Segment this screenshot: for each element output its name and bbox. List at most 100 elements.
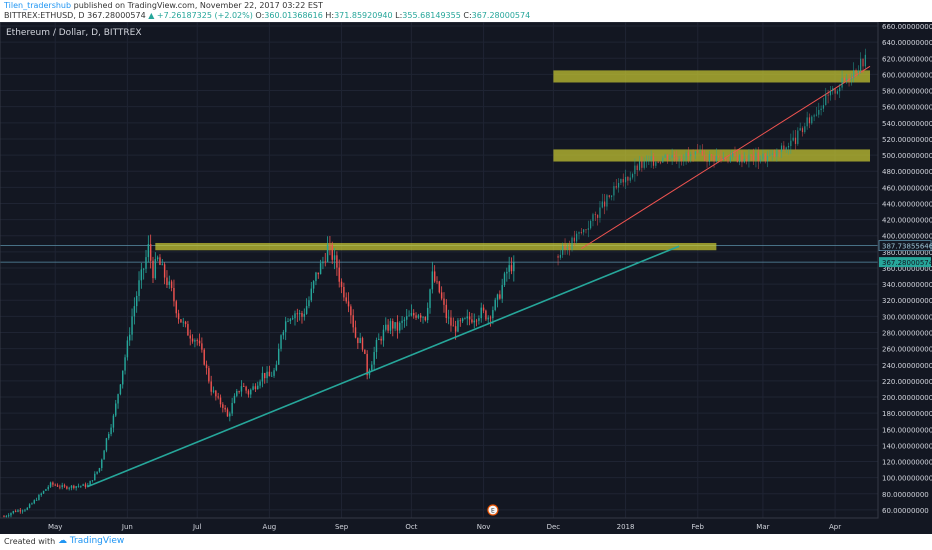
candle-body xyxy=(440,292,443,299)
candle-body xyxy=(291,318,294,320)
y-tick-label: 540.00000000 xyxy=(882,120,932,128)
projected-body xyxy=(694,151,697,155)
y-tick-label: 100.00000000 xyxy=(882,475,932,483)
candle-body xyxy=(385,324,387,330)
x-tick-label: May xyxy=(48,523,62,531)
candle-body xyxy=(489,317,492,319)
candle-body xyxy=(98,468,101,472)
candle-body xyxy=(485,310,487,320)
y-tick-label: 440.00000000 xyxy=(882,200,932,208)
y-tick-label: 460.00000000 xyxy=(882,184,932,192)
y-tick-label: 480.00000000 xyxy=(882,168,932,176)
projected-body xyxy=(741,154,743,163)
projected-body xyxy=(604,201,606,207)
chart-svg[interactable]: E 60.00000000 80.00000000 100.00000000 120.… xyxy=(0,21,932,534)
candle-body xyxy=(40,493,42,495)
candle-body xyxy=(124,357,126,371)
x-tick-label: Oct xyxy=(405,523,417,531)
candle-body xyxy=(10,513,12,516)
x-tick-label: Dec xyxy=(547,523,561,531)
candle-body xyxy=(122,370,124,385)
candle-body xyxy=(159,257,161,265)
candle-body xyxy=(361,338,364,350)
candle-body xyxy=(266,371,268,379)
projected-body xyxy=(839,87,841,92)
candle-body xyxy=(108,434,110,439)
projected-body xyxy=(645,160,648,162)
projected-body xyxy=(799,128,801,131)
projected-body xyxy=(843,77,845,81)
projected-body xyxy=(846,78,848,81)
projected-body xyxy=(622,179,624,183)
projected-body xyxy=(732,153,734,158)
projected-body xyxy=(720,156,722,159)
candle-body xyxy=(31,503,33,505)
candle-body xyxy=(49,482,52,487)
candle-body xyxy=(443,298,445,305)
projected-body xyxy=(836,91,839,94)
candle-body xyxy=(371,364,373,371)
price-axis[interactable]: 60.00000000 80.00000000 100.00000000 120.00… xyxy=(878,23,932,515)
candle-body xyxy=(170,281,173,288)
time-axis[interactable]: May Jun Jul Aug Sep Oct Nov Dec 2018 Feb Mar Apr xyxy=(48,523,841,531)
cloud-icon: ☁ xyxy=(58,536,67,546)
x-tick-label: Jul xyxy=(192,523,202,531)
projected-body xyxy=(666,154,669,160)
projected-body xyxy=(701,151,703,156)
candle-body xyxy=(75,486,77,488)
candle-body xyxy=(236,391,238,396)
projected-body xyxy=(669,157,671,160)
candle-body xyxy=(42,490,45,494)
y-tick-label: 180.00000000 xyxy=(882,410,932,418)
projected-body xyxy=(815,114,818,116)
candle-body xyxy=(115,403,117,416)
projected-body xyxy=(636,165,638,171)
candle-body xyxy=(326,244,329,262)
candle-body xyxy=(80,485,82,487)
drawings[interactable] xyxy=(87,48,871,488)
x-tick-label: Apr xyxy=(829,523,841,531)
candle-body xyxy=(410,313,413,316)
author-link[interactable]: Tilen_tradershub xyxy=(4,1,72,10)
candle-body xyxy=(257,385,259,390)
chart-panel[interactable]: E 60.00000000 80.00000000 100.00000000 120.… xyxy=(0,21,932,534)
projected-body xyxy=(762,153,764,160)
candle-body xyxy=(350,306,352,316)
candle-body xyxy=(261,372,264,382)
candle-body xyxy=(347,301,350,307)
candle-body xyxy=(73,485,75,488)
candle-body xyxy=(252,386,254,390)
candle-body xyxy=(333,255,336,260)
candle-body xyxy=(296,313,299,315)
y-tick-label: 300.00000000 xyxy=(882,313,932,321)
candle-body xyxy=(96,471,98,474)
ohlc-line: BITTREX:ETHUSD, D 367.28000574 ▲ +7.2618… xyxy=(4,11,530,20)
projected-body xyxy=(564,245,566,250)
candle-body xyxy=(433,271,436,282)
event-markers[interactable]: E xyxy=(487,504,499,516)
candle-body xyxy=(345,297,347,302)
candle-body xyxy=(343,286,345,298)
projected-body xyxy=(743,158,745,163)
candle-body xyxy=(101,459,103,469)
projected-body xyxy=(571,237,573,250)
candle-body xyxy=(173,287,175,302)
projected-body xyxy=(585,229,587,231)
y-tick-label: 340.00000000 xyxy=(882,281,932,289)
candle-body xyxy=(166,277,168,285)
candle-body xyxy=(382,329,385,341)
tradingview-logo[interactable]: ☁ TradingView xyxy=(58,536,124,546)
x-tick-label: Nov xyxy=(477,523,491,531)
candle-body xyxy=(105,438,108,451)
projected-body xyxy=(832,88,834,92)
candle-body xyxy=(294,313,296,319)
projected-body xyxy=(755,152,757,161)
y-tick-label: 420.00000000 xyxy=(882,217,932,225)
candle-body xyxy=(508,265,510,272)
candle-body xyxy=(133,306,136,317)
candle-body xyxy=(168,281,171,285)
candle-body xyxy=(59,486,61,488)
projected-body xyxy=(648,160,650,162)
projected-body xyxy=(580,232,582,233)
candle-body xyxy=(47,486,49,490)
